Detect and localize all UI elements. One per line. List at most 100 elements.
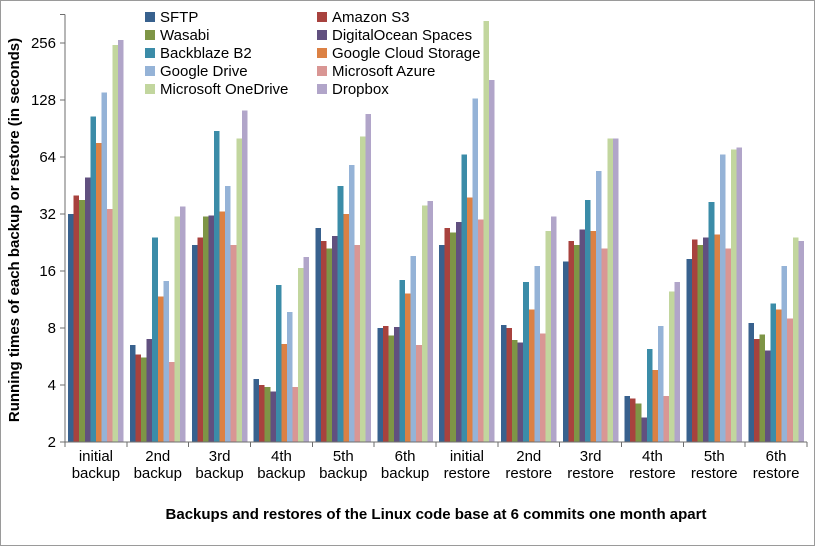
- bar-amazon-s3-6th-restore: [753, 338, 760, 442]
- x-category-label-3rd-restore: 3rd restore: [567, 448, 614, 482]
- bar-google-drive-2nd-backup: [163, 280, 169, 442]
- bar-google-cloud-storage-4th-restore: [652, 370, 658, 442]
- x-category-label-2nd-restore: 2nd restore: [505, 448, 552, 482]
- x-category-label-3rd-backup: 3rd backup: [195, 448, 243, 482]
- bar-microsoft-onedrive-2nd-backup: [174, 216, 180, 442]
- bar-backblaze-b2-initial-backup: [90, 116, 96, 442]
- bar-microsoft-azure-5th-backup: [354, 244, 360, 442]
- legend-swatch-icon: [317, 66, 327, 76]
- y-tick-label: 16: [39, 263, 56, 280]
- bar-wasabi-4th-restore: [635, 403, 642, 442]
- bar-google-drive-4th-backup: [286, 312, 293, 442]
- bar-amazon-s3-initial-backup: [73, 195, 80, 442]
- bar-digitalocean-spaces-5th-restore: [703, 237, 709, 442]
- legend-item-digitalocean-spaces: DigitalOcean Spaces: [317, 26, 480, 44]
- bar-amazon-s3-4th-restore: [630, 398, 636, 442]
- legend-item-microsoft-azure: Microsoft Azure: [317, 62, 480, 80]
- bar-microsoft-azure-3rd-restore: [601, 248, 608, 442]
- bar-google-cloud-storage-2nd-restore: [528, 309, 535, 442]
- bar-sftp-4th-backup: [253, 379, 260, 442]
- bar-digitalocean-spaces-4th-restore: [641, 417, 647, 442]
- bar-microsoft-onedrive-3rd-backup: [236, 138, 242, 442]
- x-category-label-5th-restore: 5th restore: [691, 448, 738, 482]
- bar-sftp-2nd-backup: [129, 345, 136, 442]
- legend-item-microsoft-onedrive: Microsoft OneDrive: [145, 80, 288, 98]
- bar-wasabi-5th-backup: [326, 248, 333, 442]
- bar-wasabi-2nd-backup: [141, 357, 147, 442]
- bar-digitalocean-spaces-3rd-restore: [579, 229, 586, 442]
- bar-sftp-3rd-backup: [191, 244, 198, 442]
- bar-dropbox-initial-backup: [118, 40, 124, 442]
- y-tick-label: 8: [48, 320, 56, 337]
- y-tick-label: 32: [39, 206, 56, 223]
- bar-google-cloud-storage-3rd-restore: [590, 231, 597, 442]
- bar-digitalocean-spaces-3rd-backup: [208, 215, 215, 442]
- bar-amazon-s3-initial-restore: [444, 227, 451, 442]
- bar-sftp-2nd-restore: [500, 324, 507, 442]
- legend-item-google-drive: Google Drive: [145, 62, 288, 80]
- bar-microsoft-onedrive-5th-restore: [730, 149, 737, 442]
- bar-microsoft-onedrive-6th-restore: [792, 237, 799, 442]
- y-tick-label: 64: [39, 149, 56, 166]
- legend-item-amazon-s3: Amazon S3: [317, 8, 480, 26]
- bar-microsoft-onedrive-initial-restore: [483, 20, 490, 442]
- bar-sftp-6th-backup: [377, 328, 383, 442]
- x-category-label-initial-backup: initial backup: [72, 448, 120, 482]
- bar-google-cloud-storage-4th-backup: [281, 343, 287, 442]
- bar-microsoft-onedrive-initial-backup: [112, 44, 119, 442]
- bar-microsoft-onedrive-4th-backup: [298, 267, 304, 442]
- bar-wasabi-3rd-restore: [573, 244, 580, 442]
- bar-dropbox-2nd-backup: [179, 206, 186, 442]
- bar-backblaze-b2-2nd-restore: [523, 281, 529, 442]
- bar-sftp-initial-backup: [68, 214, 74, 442]
- legend-item-wasabi: Wasabi: [145, 26, 288, 44]
- bar-sftp-5th-restore: [686, 259, 693, 442]
- bar-sftp-3rd-restore: [562, 261, 569, 442]
- bar-dropbox-2nd-restore: [550, 216, 557, 442]
- bar-google-drive-6th-backup: [410, 256, 417, 442]
- bar-microsoft-azure-initial-restore: [478, 219, 484, 442]
- bar-google-drive-3rd-backup: [225, 185, 231, 442]
- bar-google-drive-initial-restore: [472, 98, 479, 442]
- bar-wasabi-2nd-restore: [512, 340, 518, 442]
- legend-label: Google Cloud Storage: [332, 44, 481, 62]
- bar-wasabi-6th-backup: [388, 335, 394, 442]
- bar-google-drive-5th-restore: [719, 154, 726, 442]
- bar-backblaze-b2-6th-backup: [399, 280, 406, 442]
- bar-microsoft-onedrive-5th-backup: [359, 136, 366, 442]
- legend-label: Microsoft OneDrive: [160, 80, 289, 98]
- bar-google-drive-2nd-restore: [534, 266, 540, 442]
- bar-digitalocean-spaces-2nd-restore: [517, 342, 524, 442]
- bar-backblaze-b2-6th-restore: [770, 303, 777, 442]
- bar-google-drive-4th-restore: [657, 325, 664, 442]
- bar-google-drive-5th-backup: [348, 165, 355, 442]
- bar-google-drive-3rd-restore: [596, 170, 602, 442]
- bar-sftp-initial-restore: [439, 244, 445, 442]
- legend-label: SFTP: [160, 8, 199, 26]
- bar-amazon-s3-3rd-backup: [197, 237, 203, 442]
- legend-swatch-icon: [145, 66, 155, 76]
- bar-wasabi-5th-restore: [697, 244, 704, 442]
- legend-swatch-icon: [317, 30, 327, 40]
- bar-amazon-s3-5th-restore: [692, 239, 698, 442]
- bar-backblaze-b2-5th-backup: [337, 185, 344, 442]
- bar-google-cloud-storage-initial-restore: [466, 197, 473, 442]
- bar-digitalocean-spaces-5th-backup: [332, 235, 338, 442]
- x-category-label-5th-backup: 5th backup: [319, 448, 367, 482]
- legend-swatch-icon: [145, 84, 155, 94]
- bar-microsoft-azure-6th-restore: [787, 318, 793, 442]
- bar-microsoft-azure-6th-backup: [416, 345, 422, 442]
- bar-google-cloud-storage-3rd-backup: [219, 211, 226, 442]
- bar-google-cloud-storage-initial-backup: [95, 142, 102, 442]
- bar-microsoft-onedrive-4th-restore: [669, 291, 675, 442]
- y-tick-label: 256: [31, 35, 56, 52]
- bar-google-drive-initial-backup: [101, 92, 108, 442]
- bar-backblaze-b2-2nd-backup: [152, 237, 158, 442]
- x-category-label-initial-restore: initial restore: [444, 448, 491, 482]
- legend-label: Amazon S3: [332, 8, 410, 26]
- x-category-label-4th-backup: 4th backup: [257, 448, 305, 482]
- bar-microsoft-azure-2nd-restore: [539, 333, 546, 442]
- bar-microsoft-azure-3rd-backup: [230, 244, 237, 442]
- y-tick-label: 128: [31, 92, 56, 109]
